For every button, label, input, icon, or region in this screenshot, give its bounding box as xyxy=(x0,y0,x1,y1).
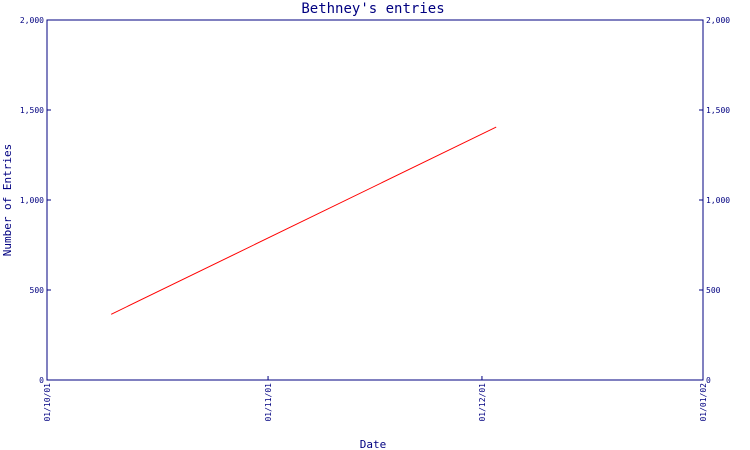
y-tick-label-left: 1,000 xyxy=(20,196,44,205)
x-tick-label: 01/01/02 xyxy=(699,383,708,422)
y-tick-label-right: 500 xyxy=(706,286,721,295)
series-line xyxy=(110,126,497,315)
y-tick-label-right: 1,500 xyxy=(706,106,730,115)
y-tick-label-left: 500 xyxy=(30,286,45,295)
chart-title: Bethney's entries xyxy=(301,1,444,17)
y-tick-label-left: 2,000 xyxy=(20,16,44,25)
y-tick-label-right: 2,000 xyxy=(706,16,730,25)
y-axis-label: Number of Entries xyxy=(1,144,14,257)
y-tick-label-left: 0 xyxy=(39,376,44,385)
plot-frame xyxy=(46,19,704,381)
y-tick-label-right: 0 xyxy=(706,376,711,385)
x-tick-label: 01/10/01 xyxy=(43,383,52,422)
chart-marks: 0 0 500 500 1,000 1,000 1,500 1,500 2,000 2,000 01… xyxy=(20,16,730,422)
x-tick-label: 01/11/01 xyxy=(264,383,273,422)
y-tick-label-right: 1,000 xyxy=(706,196,730,205)
x-axis-label: Date xyxy=(360,438,387,450)
x-tick-label: 01/12/01 xyxy=(478,383,487,422)
y-tick-label-left: 1,500 xyxy=(20,106,44,115)
